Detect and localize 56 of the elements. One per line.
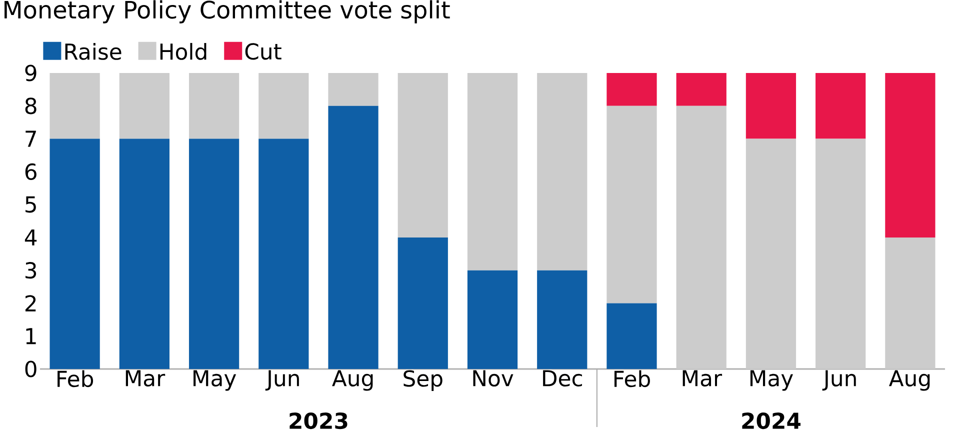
bar: [398, 237, 448, 369]
x-tick-label: Sep: [404, 370, 442, 392]
text: 2023: [290, 412, 348, 430]
bar: [537, 73, 588, 270]
y-tick-label: 8: [25, 98, 36, 114]
x-tick-label: Dec: [543, 370, 582, 386]
bar: [606, 73, 657, 106]
bar: [885, 73, 936, 238]
bar: [188, 73, 240, 139]
bar: [119, 138, 170, 369]
bar: [119, 73, 170, 139]
bar: [467, 73, 518, 270]
bar: [258, 73, 309, 139]
x-tick-label: Jun: [265, 370, 299, 391]
bar: [746, 73, 796, 139]
bar: [328, 106, 378, 369]
legend-label: Cut: [245, 43, 282, 60]
bar: [816, 73, 866, 139]
y-tick-label: 7: [26, 130, 36, 147]
chart-title: Monetary Policy Committee vote split: [4, 0, 450, 24]
x-tick-label: Feb: [58, 370, 94, 388]
x-tick-label: Mar: [126, 370, 166, 386]
bar: [258, 138, 309, 369]
y-tick-label: 1: [26, 328, 36, 344]
bar: [676, 106, 726, 369]
bar: [50, 138, 100, 369]
y-tick-label: 0: [25, 360, 36, 378]
x-tick-label: Feb: [614, 370, 650, 388]
legend-label: Raise: [65, 42, 122, 60]
y-tick-label: 4: [24, 229, 37, 246]
legend-label: Hold: [160, 42, 206, 60]
bar: [676, 73, 726, 106]
y-tick-label: 2: [25, 295, 36, 312]
x-tick-label: Mar: [682, 370, 722, 386]
bar: [537, 270, 588, 369]
bar: [885, 237, 936, 369]
y-tick-label: 9: [25, 64, 36, 82]
y-tick-label: 5: [26, 196, 36, 213]
x-tick-label: May: [194, 370, 236, 391]
x-tick-label: Jun: [822, 370, 856, 391]
y-tick-label: 6: [25, 163, 36, 180]
x-tick-label: Aug: [888, 370, 930, 391]
x-tick-label: May: [750, 370, 793, 391]
bar: [398, 73, 448, 238]
x-tick-label: Aug: [332, 370, 373, 391]
bar: [746, 138, 796, 369]
bar: [606, 303, 657, 369]
bar: [328, 73, 378, 106]
bar: [467, 270, 518, 369]
bar: [188, 138, 240, 369]
bar: [816, 138, 866, 369]
y-tick-label: 3: [26, 262, 36, 279]
x-tick-label: Nov: [473, 370, 514, 386]
text: 2024: [742, 412, 800, 430]
bar: [606, 106, 657, 304]
bar: [50, 73, 100, 139]
